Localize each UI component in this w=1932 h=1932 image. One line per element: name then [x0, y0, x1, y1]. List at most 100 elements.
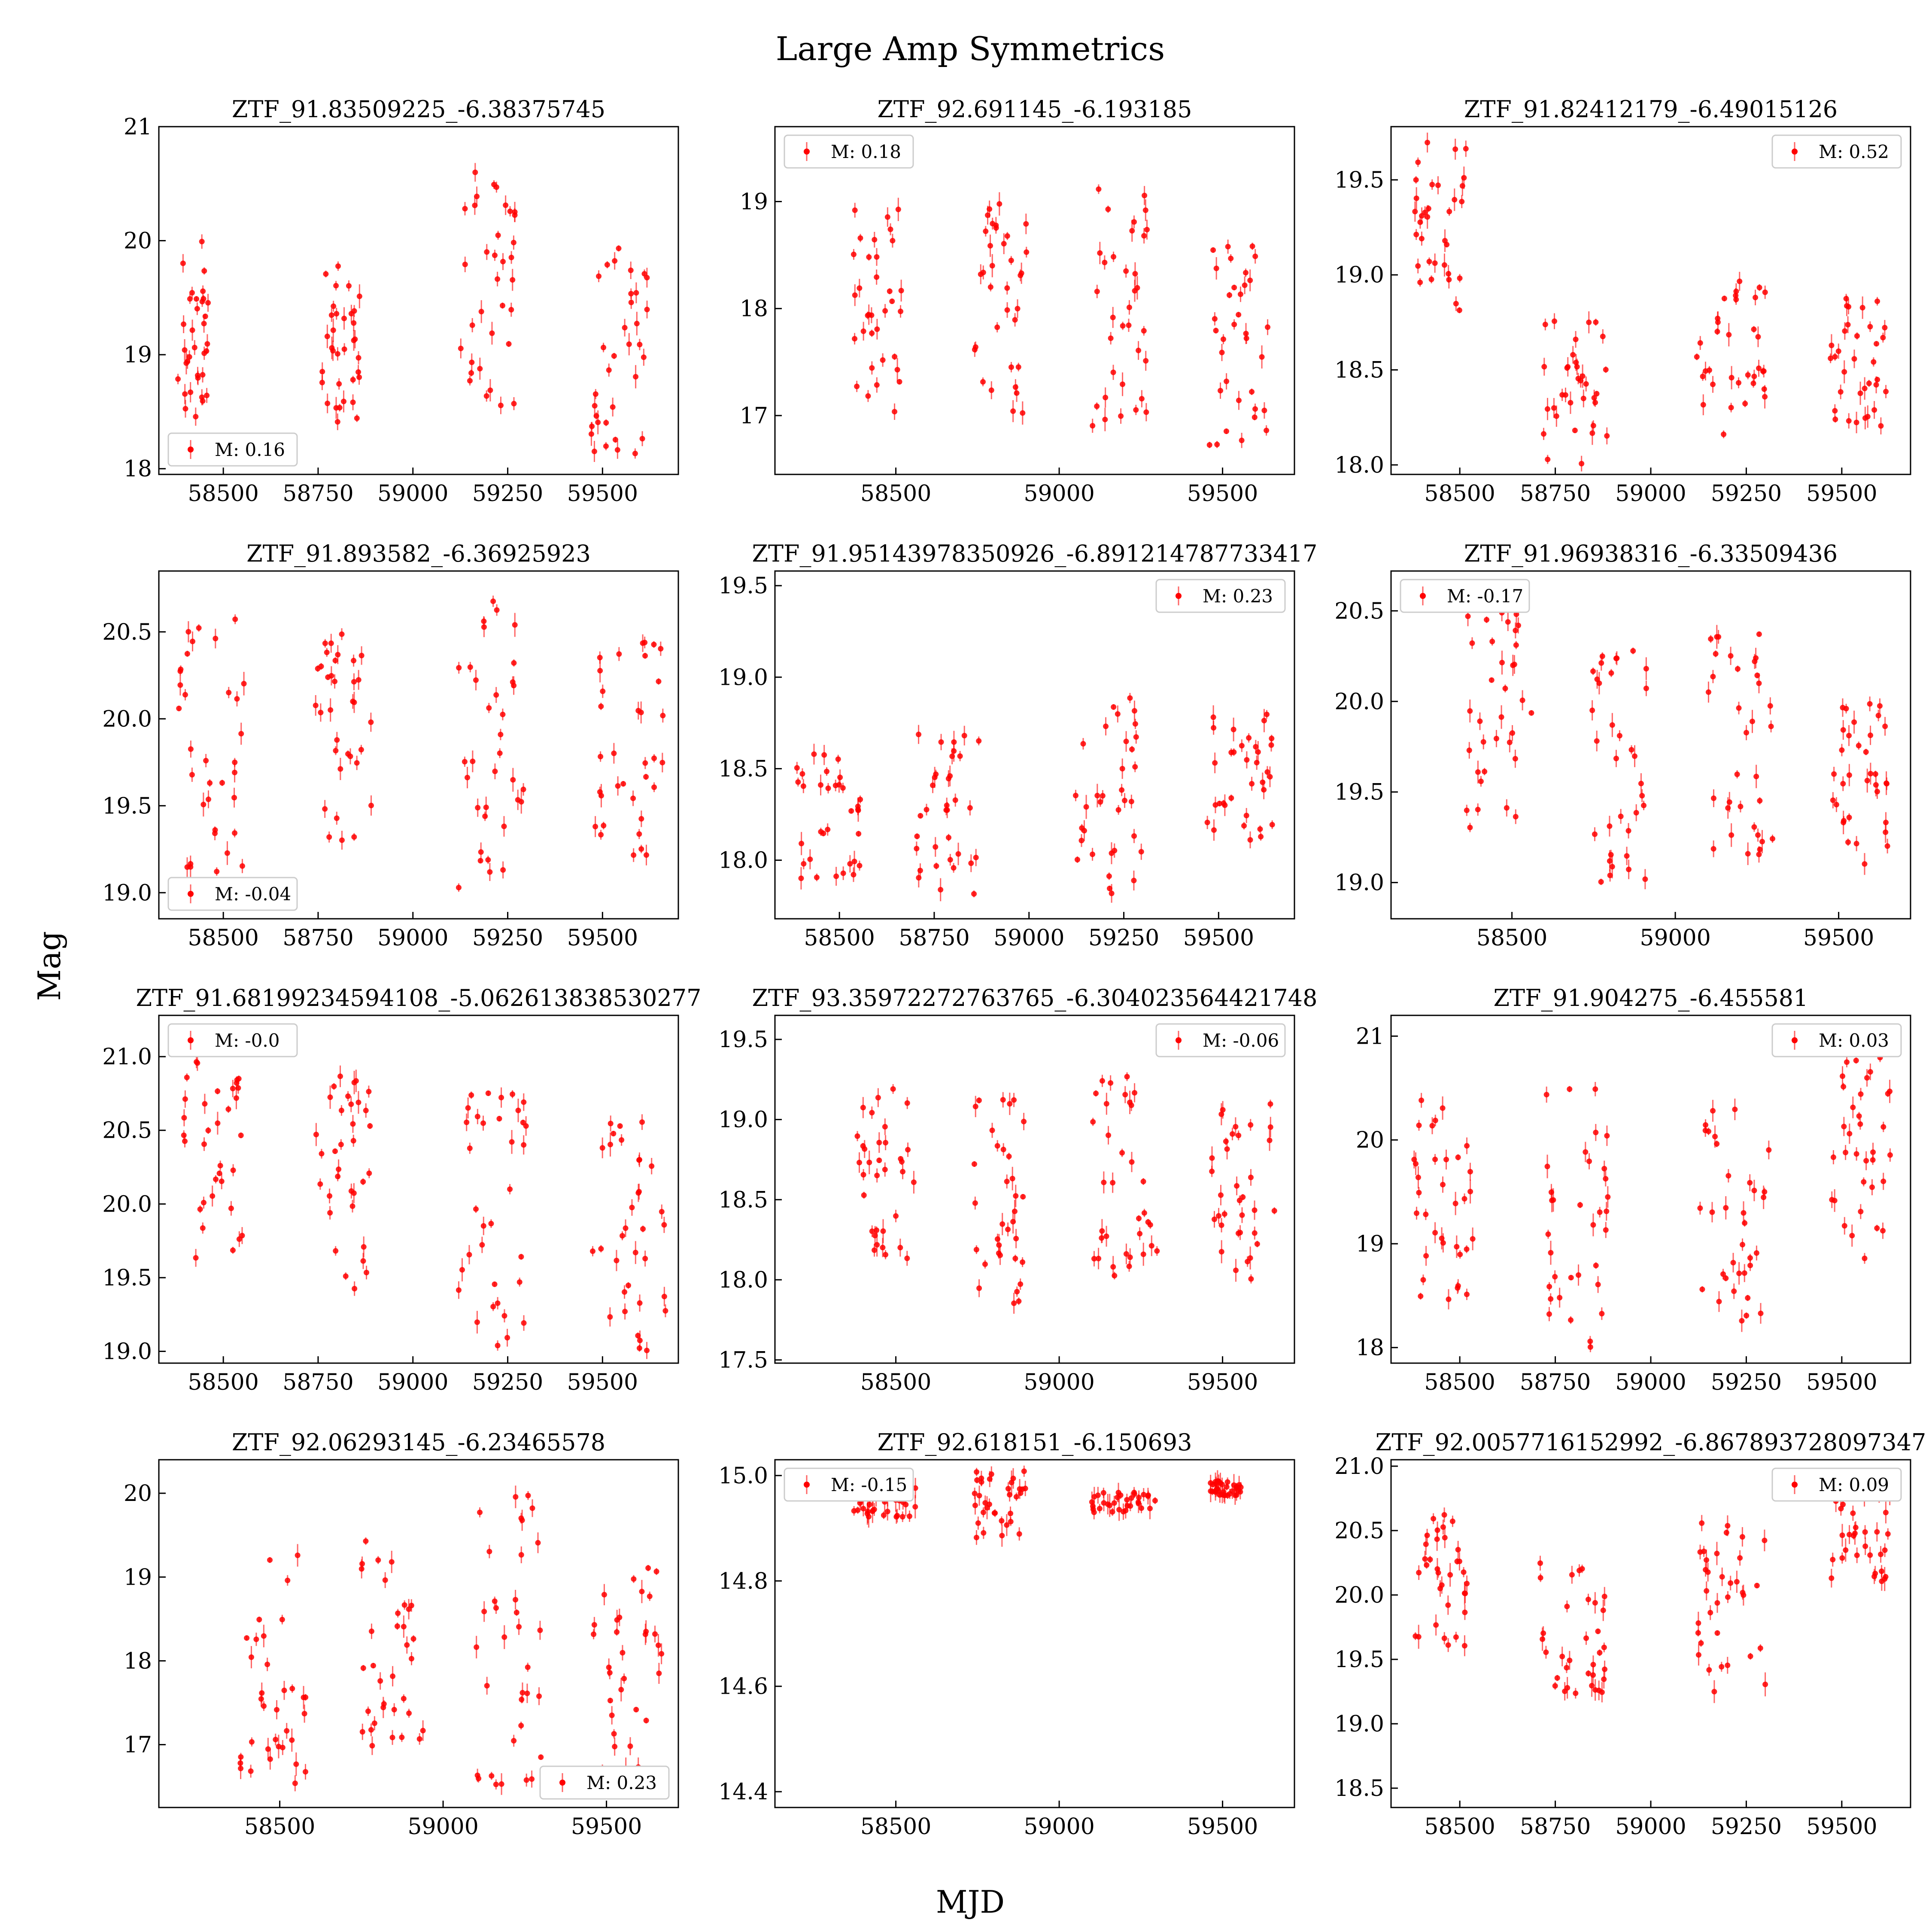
data-point — [1639, 793, 1645, 799]
data-point — [495, 276, 501, 282]
data-point — [1735, 666, 1741, 672]
data-point — [1710, 846, 1716, 852]
data-point — [997, 1252, 1003, 1258]
data-point — [352, 336, 358, 342]
data-point — [854, 1133, 860, 1139]
data-point — [478, 309, 484, 315]
data-point — [952, 797, 958, 803]
data-point — [1465, 613, 1471, 619]
x-tick-label: 58750 — [1520, 481, 1591, 507]
data-point — [852, 207, 858, 213]
data-point — [1142, 207, 1148, 213]
data-point — [1723, 1205, 1729, 1211]
data-point — [1505, 619, 1511, 625]
y-tick-label: 18.0 — [718, 848, 768, 874]
data-point — [1747, 1255, 1753, 1261]
data-point — [1730, 1260, 1736, 1266]
legend-marker — [1176, 1037, 1182, 1043]
data-point — [1424, 1532, 1430, 1538]
data-point — [976, 738, 982, 744]
data-point — [637, 1300, 643, 1306]
data-point — [591, 1631, 597, 1637]
data-point — [1233, 1267, 1239, 1273]
data-point — [1882, 723, 1888, 729]
data-point — [182, 692, 188, 698]
x-tick-label: 59000 — [993, 925, 1064, 951]
data-point — [1580, 395, 1586, 401]
data-point — [509, 1139, 515, 1145]
data-point — [883, 1140, 889, 1146]
data-point — [607, 1698, 613, 1704]
data-point — [607, 1314, 613, 1320]
data-point — [289, 1737, 295, 1743]
data-point — [1706, 1667, 1712, 1673]
data-point — [636, 1345, 642, 1351]
subplot-title: ZTF_91.83509225_-6.38375745 — [232, 96, 605, 123]
data-point — [1720, 1271, 1726, 1277]
data-point — [399, 1735, 405, 1741]
data-point — [659, 759, 665, 766]
data-point — [489, 330, 495, 336]
data-point — [1224, 1492, 1230, 1498]
data-point — [1567, 400, 1574, 406]
data-point — [481, 618, 487, 624]
data-point — [1466, 747, 1472, 753]
data-points — [176, 595, 666, 892]
data-point — [1543, 1092, 1549, 1098]
data-point — [355, 677, 361, 683]
data-point — [474, 1319, 480, 1325]
legend-box — [539, 1765, 670, 1800]
subplot-12: ZTF_92.0057716152992_-6.8678937280973475… — [1334, 1429, 1926, 1840]
data-point — [1269, 822, 1275, 828]
data-point — [1252, 253, 1258, 259]
data-point — [1592, 400, 1598, 406]
data-point — [1021, 1118, 1027, 1124]
data-point — [477, 1510, 483, 1516]
data-point — [1519, 697, 1525, 703]
data-point — [1143, 409, 1149, 415]
x-tick-label: 58500 — [860, 481, 931, 507]
data-point — [492, 252, 498, 258]
data-point — [324, 334, 330, 340]
data-point — [1874, 377, 1880, 383]
data-point — [881, 1512, 887, 1518]
data-point — [1854, 1552, 1860, 1558]
data-point — [1233, 1124, 1239, 1130]
data-point — [1841, 369, 1847, 375]
data-point — [1005, 1485, 1011, 1492]
data-point — [324, 650, 330, 656]
data-point — [474, 1114, 480, 1120]
y-tick-label: 19.0 — [102, 880, 152, 906]
data-point — [1723, 1275, 1729, 1281]
data-point — [1880, 1228, 1886, 1234]
data-point — [1883, 1510, 1889, 1516]
data-point — [188, 746, 194, 752]
data-point — [479, 1242, 485, 1248]
data-point — [1212, 316, 1218, 322]
data-point — [974, 1477, 980, 1483]
data-point — [1573, 1690, 1579, 1696]
data-point — [1444, 242, 1450, 248]
data-point — [1593, 1130, 1599, 1136]
data-point — [1252, 406, 1258, 412]
data-point — [351, 834, 357, 840]
legend-label: M: -0.0 — [215, 1030, 280, 1051]
data-point — [1858, 1091, 1864, 1097]
data-point — [1254, 1241, 1260, 1247]
data-point — [1428, 276, 1434, 283]
data-point — [1755, 832, 1761, 838]
x-tick-label: 59000 — [377, 481, 448, 507]
data-point — [1697, 1205, 1703, 1211]
subplot-7: ZTF_91.68199234594108_-5.062613838530277… — [102, 984, 701, 1395]
data-point — [1467, 1188, 1473, 1194]
x-tick-label: 58500 — [804, 925, 875, 951]
data-point — [1111, 704, 1117, 710]
data-point — [1728, 1580, 1734, 1586]
x-tick-label: 59000 — [1615, 1370, 1686, 1395]
data-point — [331, 1083, 337, 1089]
data-point — [477, 366, 483, 372]
data-point — [1628, 747, 1634, 753]
data-point — [1739, 1318, 1745, 1324]
data-point — [232, 759, 238, 766]
y-tick-label: 19.5 — [1334, 780, 1384, 805]
